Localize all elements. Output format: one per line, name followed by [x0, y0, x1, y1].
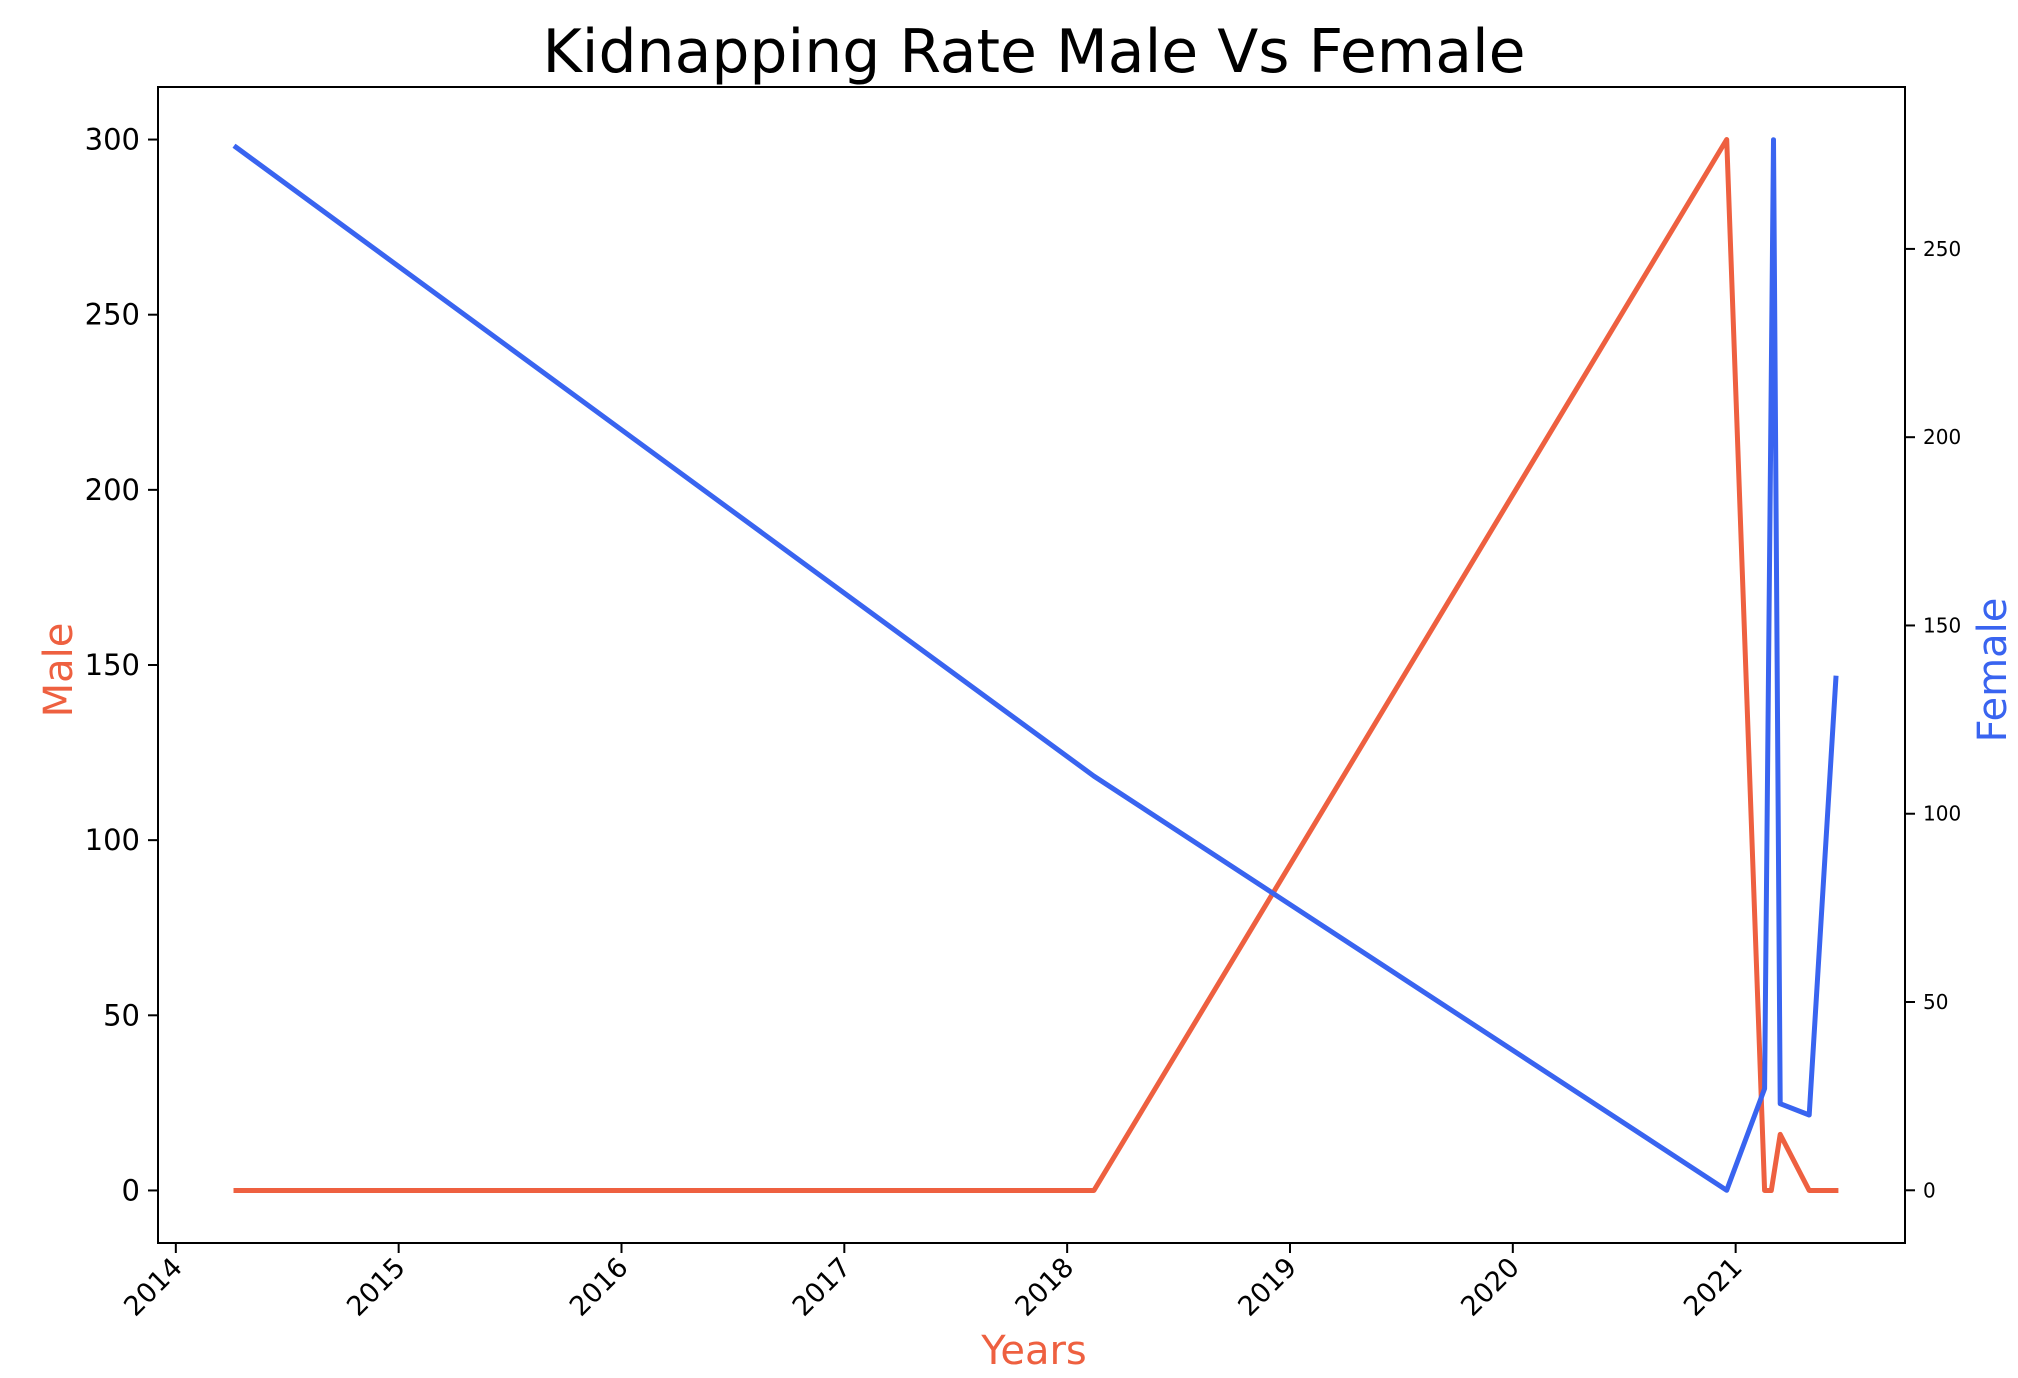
y-left-tick-label: 300 — [85, 123, 140, 157]
plot-frame — [157, 86, 1906, 1244]
y-axis-right: 0 50 100 150 200 250 — [1905, 237, 1961, 1202]
y-left-tick-label: 200 — [85, 473, 140, 507]
x-tick-label: 2020 — [1455, 1252, 1526, 1323]
y-left-tick-label: 0 — [122, 1173, 140, 1207]
y-axis-label-right: Female — [1970, 598, 2016, 743]
y-right-tick-label: 0 — [1923, 1178, 1936, 1202]
chart-title: Kidnapping Rate Male Vs Female — [542, 17, 1525, 87]
y-right-tick-label: 150 — [1923, 613, 1961, 637]
y-right-tick-label: 50 — [1923, 990, 1948, 1014]
x-tick-label: 2018 — [1010, 1252, 1081, 1323]
x-tick-label: 2017 — [787, 1252, 858, 1323]
y-left-tick-label: 100 — [85, 823, 140, 857]
x-axis-label: Years — [980, 1328, 1087, 1374]
plot-area — [232, 137, 1839, 1193]
y-right-tick-label: 100 — [1923, 802, 1961, 826]
y-axis-label-left: Male — [36, 623, 82, 718]
series-line-male — [233, 137, 1839, 1193]
y-right-tick-label: 250 — [1923, 237, 1961, 261]
y-right-tick-label: 200 — [1923, 425, 1961, 449]
y-left-tick-label: 50 — [103, 998, 140, 1032]
x-tick-label: 2014 — [118, 1252, 189, 1323]
x-axis: 2014 2015 2016 2017 2018 2019 2020 2021 — [118, 1243, 1749, 1323]
x-tick-label: 2019 — [1232, 1252, 1303, 1323]
y-left-tick-label: 250 — [85, 298, 140, 332]
y-axis-left: 0 50 100 150 200 250 300 — [85, 123, 158, 1207]
x-tick-label: 2016 — [564, 1252, 635, 1323]
x-tick-label: 2021 — [1678, 1252, 1749, 1323]
x-tick-label: 2015 — [341, 1252, 412, 1323]
series-line-female — [232, 137, 1839, 1193]
y-left-tick-label: 150 — [85, 648, 140, 682]
